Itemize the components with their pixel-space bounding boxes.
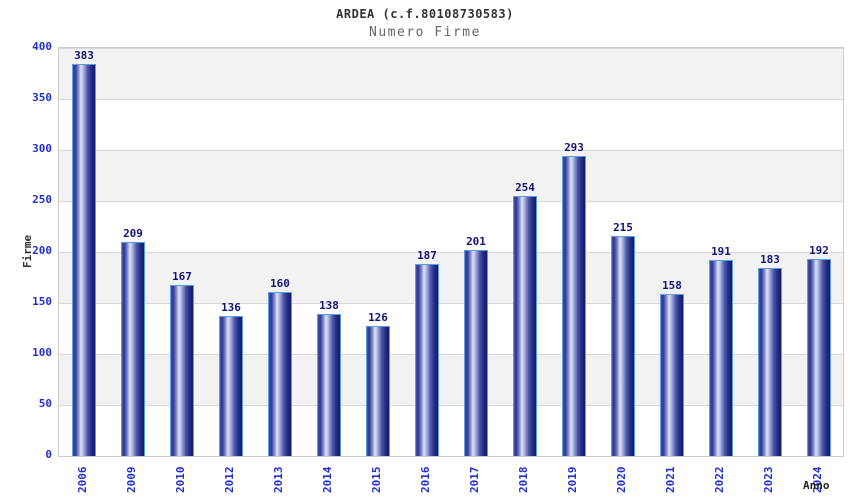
y-tick-label: 350 — [32, 91, 52, 104]
bar-value-label: 126 — [368, 311, 388, 324]
bar-2024 — [807, 259, 831, 456]
bar-value-label: 138 — [319, 299, 339, 312]
bar-value-label: 201 — [466, 235, 486, 248]
bar-2010 — [170, 285, 194, 456]
x-tick-label: 2020 — [615, 466, 628, 494]
x-tick-label: 2017 — [468, 466, 481, 494]
y-tick-label: 150 — [32, 295, 52, 308]
bar-value-label: 383 — [74, 49, 94, 62]
bar-value-label: 293 — [564, 141, 584, 154]
x-axis-title: Anno — [803, 479, 830, 492]
x-tick-label: 2015 — [370, 466, 383, 494]
bar-value-label: 187 — [417, 249, 437, 262]
x-tick-label: 2012 — [223, 466, 236, 494]
x-tick-label: 2014 — [321, 466, 334, 494]
bar-2023 — [758, 268, 782, 456]
bar-2009 — [121, 242, 145, 456]
bar-value-label: 136 — [221, 301, 241, 314]
bar-value-label: 167 — [172, 270, 192, 283]
bar-value-label: 191 — [711, 245, 731, 258]
bar-2016 — [415, 264, 439, 456]
bar-2017 — [464, 250, 488, 456]
x-tick-label: 2010 — [174, 466, 187, 494]
bar-value-label: 160 — [270, 277, 290, 290]
bar-value-label: 192 — [809, 244, 829, 257]
x-tick-label: 2022 — [713, 466, 726, 494]
x-tick-label: 2013 — [272, 466, 285, 494]
x-tick-label: 2019 — [566, 466, 579, 494]
x-tick-label: 2023 — [762, 466, 775, 494]
bar-2014 — [317, 314, 341, 456]
y-tick-label: 200 — [32, 244, 52, 257]
x-tick-label: 2006 — [76, 466, 89, 494]
bar-2012 — [219, 316, 243, 456]
bar-2019 — [562, 156, 586, 456]
y-tick-label: 0 — [45, 448, 52, 461]
chart-title: ARDEA (c.f.80108730583) — [336, 7, 514, 21]
y-tick-label: 400 — [32, 40, 52, 53]
plot-area: 383 209 167 136 160 138 126 187 201 254 293 215 158 1… — [58, 47, 844, 457]
x-tick-label: 2018 — [517, 466, 530, 494]
bar-2021 — [660, 294, 684, 456]
x-axis-tick-labels: 2006 2009 2010 2012 2013 2014 2015 2016 2017 2018… — [58, 455, 842, 500]
bar-2020 — [611, 236, 635, 456]
y-tick-label: 50 — [38, 397, 52, 410]
x-tick-label: 2021 — [664, 466, 677, 494]
y-tick-label: 250 — [32, 193, 52, 206]
bar-value-label: 158 — [662, 279, 682, 292]
bar-2013 — [268, 292, 292, 456]
bar-2006 — [72, 64, 96, 456]
chart-subtitle: Numero Firme — [369, 25, 481, 40]
y-axis-tick-labels: 0 50 100 150 200 250 300 350 400 — [0, 41, 52, 461]
bar-value-label: 215 — [613, 221, 633, 234]
y-tick-label: 100 — [32, 346, 52, 359]
bar-2018 — [513, 196, 537, 456]
x-tick-label: 2009 — [125, 466, 138, 494]
bar-2015 — [366, 326, 390, 456]
y-tick-label: 300 — [32, 142, 52, 155]
bar-value-label: 254 — [515, 181, 535, 194]
bar-value-label: 183 — [760, 253, 780, 266]
bar-2022 — [709, 260, 733, 456]
x-tick-label: 2016 — [419, 466, 432, 494]
bar-value-label: 209 — [123, 227, 143, 240]
